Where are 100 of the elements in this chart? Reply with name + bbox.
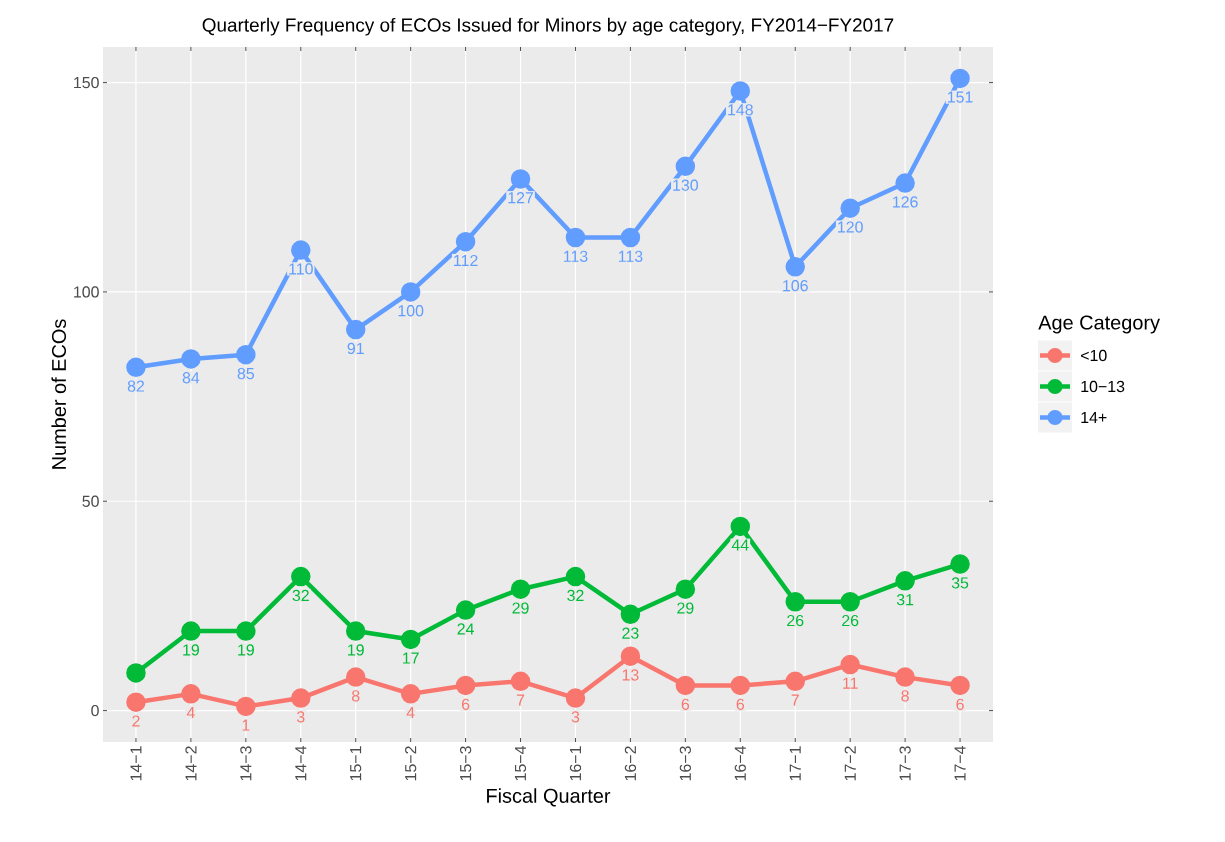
point — [236, 344, 256, 365]
data-label: 24 — [457, 623, 474, 635]
data-label: 91 — [347, 342, 364, 355]
legend-label: 14+ — [1081, 412, 1107, 423]
point — [510, 579, 531, 599]
point — [345, 667, 366, 687]
x-tick-label: 17−4 — [954, 746, 966, 781]
point — [126, 357, 146, 378]
point — [950, 68, 970, 89]
data-label: 1 — [242, 719, 250, 731]
x-tick-label: 17−3 — [899, 746, 911, 781]
data-label: 6 — [461, 698, 470, 710]
point — [236, 621, 256, 641]
data-label: 7 — [516, 694, 525, 706]
point — [675, 675, 696, 696]
point — [620, 646, 641, 666]
point — [510, 671, 531, 692]
data-label: 32 — [567, 589, 584, 602]
point — [730, 81, 751, 101]
point — [126, 692, 146, 712]
x-tick-label: 14−3 — [240, 746, 252, 781]
x-tick-label: 17−2 — [844, 746, 856, 781]
data-label: 82 — [127, 380, 145, 392]
point — [565, 688, 586, 708]
point — [455, 675, 476, 696]
data-label: 4 — [406, 707, 415, 719]
point — [785, 591, 805, 612]
point — [510, 169, 531, 189]
x-tick-label: 16−2 — [624, 746, 637, 781]
data-label: 106 — [783, 280, 808, 292]
x-tick-label: 14−2 — [185, 746, 197, 781]
x-tick-label: 17−1 — [789, 746, 801, 781]
legend-label: <10 — [1081, 349, 1107, 362]
legend-label: 10−13 — [1081, 380, 1125, 393]
point — [455, 600, 476, 620]
x-tick-label: 15−1 — [350, 746, 362, 781]
y-tick-label: 0 — [91, 704, 99, 717]
data-label: 26 — [787, 614, 804, 627]
x-tick-label: 16−1 — [569, 746, 582, 781]
point — [675, 156, 696, 177]
data-label: 31 — [896, 594, 914, 606]
data-label: 6 — [736, 698, 745, 710]
point — [181, 684, 201, 704]
point — [895, 173, 915, 193]
data-label: 110 — [289, 263, 313, 275]
point — [126, 663, 146, 683]
data-label: 113 — [563, 250, 588, 262]
point — [400, 629, 421, 650]
point — [895, 667, 915, 687]
point — [620, 604, 641, 625]
data-label: 26 — [842, 614, 859, 627]
data-label: 3 — [296, 711, 305, 723]
x-axis-title: Fiscal Quarter — [487, 788, 611, 807]
x-tick-label: 14−4 — [295, 746, 307, 781]
data-label: 29 — [512, 602, 529, 614]
point — [455, 231, 476, 252]
point — [291, 566, 311, 587]
data-label: 148 — [728, 104, 753, 116]
data-label: 19 — [238, 644, 254, 656]
point — [840, 654, 860, 675]
data-label: 13 — [622, 669, 639, 681]
y-tick-label: 100 — [74, 286, 99, 298]
data-label: 3 — [571, 711, 580, 723]
point — [565, 566, 586, 587]
y-axis-title: Number of ECOs — [51, 319, 67, 469]
point — [345, 319, 366, 340]
point — [675, 579, 696, 599]
data-label: 8 — [351, 690, 360, 702]
data-label: 17 — [403, 652, 419, 664]
data-label: 84 — [182, 372, 200, 384]
data-label: 127 — [508, 192, 534, 204]
data-label: 7 — [791, 694, 799, 706]
data-label: 23 — [622, 627, 639, 639]
data-label: 113 — [618, 250, 643, 262]
y-tick-label: 50 — [82, 495, 99, 507]
x-tick-label: 15−3 — [459, 746, 472, 781]
point — [730, 516, 751, 537]
data-label: 6 — [681, 698, 690, 710]
point — [181, 349, 201, 369]
legend-title: Age Category — [1038, 315, 1160, 334]
x-tick-label: 15−2 — [405, 746, 417, 781]
point — [236, 696, 256, 717]
data-label: 120 — [838, 221, 863, 233]
point — [950, 675, 970, 696]
data-label: 11 — [843, 677, 858, 689]
data-label: 19 — [348, 644, 364, 656]
point — [400, 282, 421, 302]
data-label: 2 — [132, 715, 140, 727]
data-label: 19 — [183, 644, 200, 656]
data-label: 35 — [951, 577, 969, 589]
data-label: 130 — [673, 179, 699, 191]
point — [565, 227, 586, 248]
point — [181, 621, 201, 641]
data-label: 29 — [677, 602, 694, 614]
point — [950, 554, 970, 574]
point — [345, 621, 366, 641]
point — [730, 675, 751, 696]
data-label: 44 — [731, 539, 749, 551]
y-tick-label: 150 — [74, 76, 99, 89]
x-tick-label: 14−1 — [130, 746, 142, 781]
